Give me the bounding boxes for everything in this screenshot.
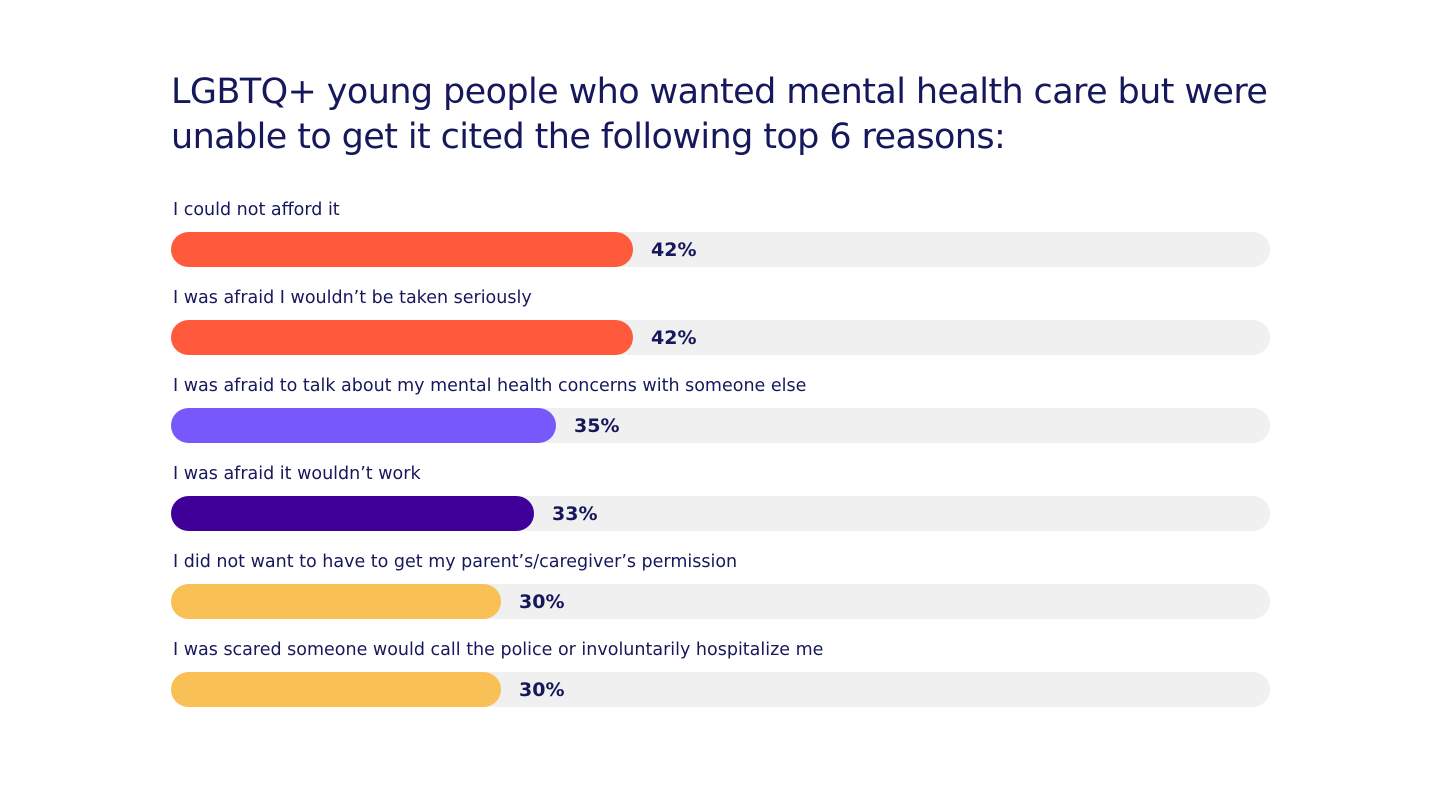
chart-title: LGBTQ+ young people who wanted mental he…	[171, 72, 1268, 157]
chart: LGBTQ+ young people who wanted mental he…	[171, 70, 1270, 707]
value-label: 35%	[574, 415, 620, 437]
category-label: I was afraid it wouldn’t work	[173, 464, 421, 484]
bar	[171, 232, 633, 267]
bar	[171, 672, 501, 707]
category-label: I was afraid to talk about my mental hea…	[173, 376, 807, 396]
bar-track	[171, 584, 1270, 619]
category-label: I did not want to have to get my parent’…	[173, 552, 738, 572]
value-label: 42%	[651, 327, 697, 349]
bar	[171, 408, 556, 443]
category-label: I could not afford it	[173, 200, 340, 220]
value-label: 33%	[552, 503, 598, 525]
bar-rows: I could not afford it 42% I was afraid I w…	[171, 198, 1270, 726]
value-label: 30%	[519, 679, 565, 701]
bar-row: I was afraid to talk about my mental hea…	[171, 374, 1270, 462]
bar-track	[171, 672, 1270, 707]
bar	[171, 320, 633, 355]
bar-track	[171, 320, 1270, 355]
bar	[171, 584, 501, 619]
bar-row: I was afraid it wouldn’t work 33%	[171, 462, 1270, 550]
bar	[171, 496, 534, 531]
bar-row: I did not want to have to get my parent’…	[171, 550, 1270, 638]
bar-row: I was scared someone would call the poli…	[171, 638, 1270, 726]
bar-track	[171, 408, 1270, 443]
bar-track	[171, 232, 1270, 267]
category-label: I was afraid I wouldn’t be taken serious…	[173, 288, 532, 308]
bar-track	[171, 496, 1270, 531]
value-label: 30%	[519, 591, 565, 613]
value-label: 42%	[651, 239, 697, 261]
bar-row: I was afraid I wouldn’t be taken serious…	[171, 286, 1270, 374]
bar-row: I could not afford it 42%	[171, 198, 1270, 286]
category-label: I was scared someone would call the poli…	[173, 640, 824, 660]
